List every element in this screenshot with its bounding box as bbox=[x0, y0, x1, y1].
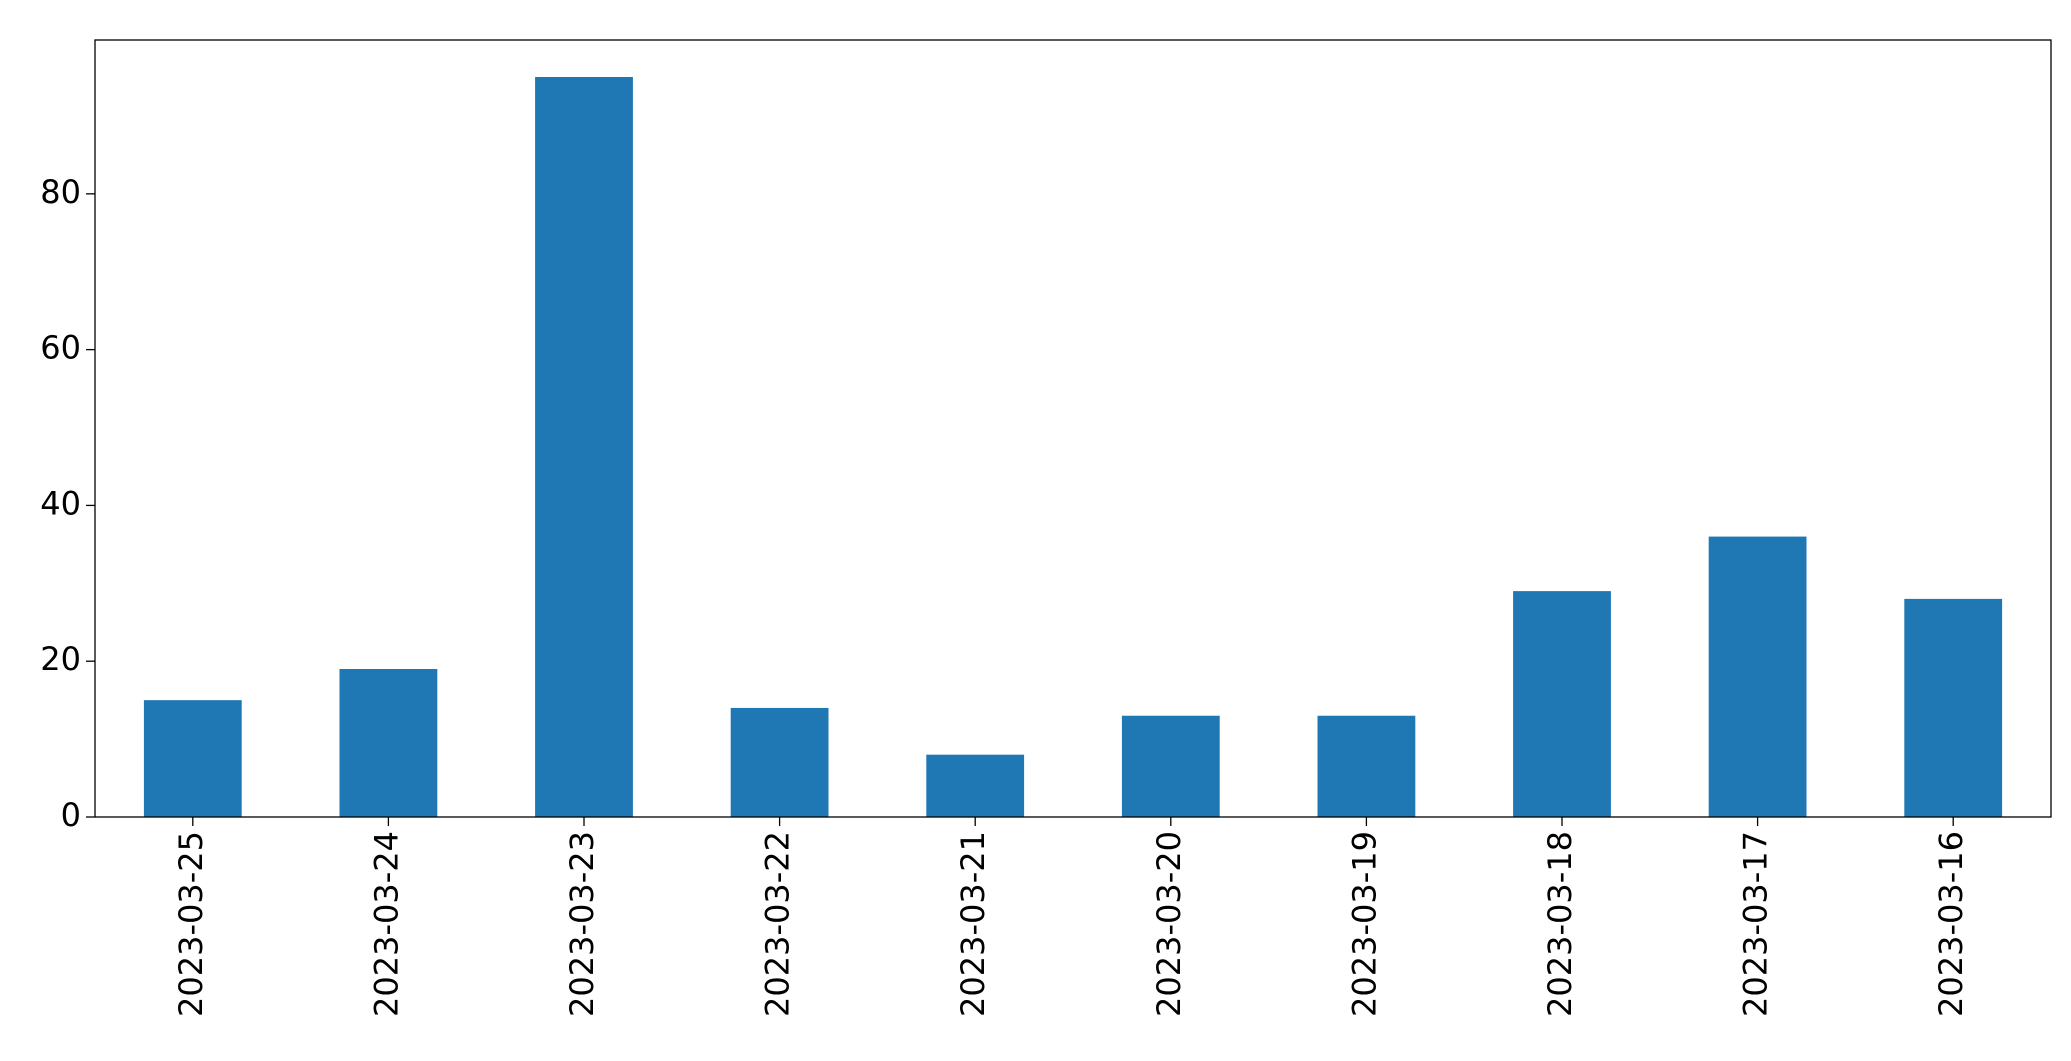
y-tick-label: 40 bbox=[40, 484, 81, 522]
bar bbox=[926, 754, 1025, 817]
bar bbox=[339, 669, 438, 817]
bar bbox=[1708, 536, 1807, 817]
y-tick-label: 20 bbox=[40, 640, 81, 678]
x-tick-label: 2023-03-17 bbox=[1737, 831, 1775, 1017]
bar bbox=[143, 700, 242, 817]
bar bbox=[535, 77, 633, 817]
x-tick-label: 2023-03-16 bbox=[1932, 831, 1970, 1017]
bar bbox=[1317, 715, 1416, 817]
y-tick-label: 60 bbox=[40, 329, 81, 367]
plot-frame bbox=[94, 39, 2052, 818]
x-tick-label: 2023-03-24 bbox=[367, 831, 405, 1017]
x-tick-label: 2023-03-21 bbox=[954, 831, 992, 1017]
bar bbox=[1513, 591, 1611, 817]
bar bbox=[730, 707, 829, 817]
y-tick-label: 0 bbox=[61, 796, 81, 834]
x-tick-label: 2023-03-22 bbox=[759, 831, 797, 1017]
bar bbox=[1904, 598, 2003, 817]
bar bbox=[1121, 715, 1220, 817]
x-tick-label: 2023-03-25 bbox=[172, 831, 210, 1017]
x-tick-label: 2023-03-19 bbox=[1345, 831, 1383, 1017]
x-tick-label: 2023-03-18 bbox=[1541, 831, 1579, 1017]
y-tick-label: 80 bbox=[40, 173, 81, 211]
x-tick-label: 2023-03-20 bbox=[1150, 831, 1188, 1017]
x-tick-label: 2023-03-23 bbox=[563, 831, 601, 1017]
